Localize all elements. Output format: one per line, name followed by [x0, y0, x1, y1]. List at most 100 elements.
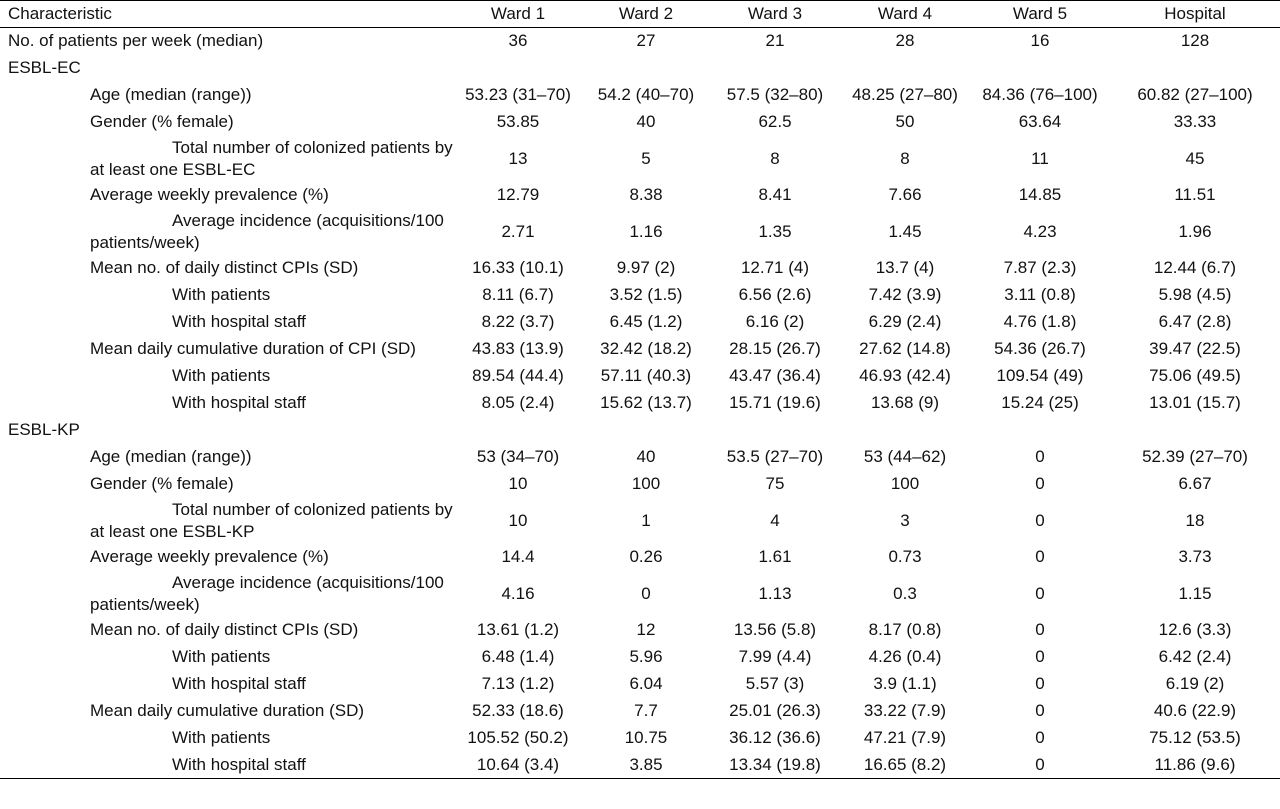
cell-ward-3: 6.56 (2.6) [738, 285, 812, 304]
cell-ward-5: 0 [1035, 620, 1045, 639]
cell-hospital: 40.6 (22.9) [1153, 701, 1237, 720]
cell-ward-2: 54.2 (40–70) [597, 85, 695, 104]
cell-ward-5: 0 [1035, 674, 1045, 693]
row-label: Total number of colonized patients by at… [90, 137, 453, 179]
table-row: Gender (% female) 53.85 40 62.5 50 63.64 33.33 [0, 109, 1280, 136]
cell-ward-4: 4.26 (0.4) [868, 647, 942, 666]
table-row: No. of patients per week (median) 36 27 21 2… [0, 28, 1280, 55]
cell-ward-4: 48.25 (27–80) [852, 85, 958, 104]
cell-ward-4: 8.17 (0.8) [868, 620, 942, 639]
table-row: With patients 89.54 (44.4) 57.11 (40.3) 43.… [0, 363, 1280, 390]
cell-ward-2: 40 [636, 112, 656, 131]
cell-ward-4: 53 (44–62) [863, 447, 947, 466]
cell-hospital: 128 [1180, 31, 1210, 51]
row-label: ESBL-EC [8, 58, 81, 77]
cell-hospital: 11.51 [1174, 185, 1216, 204]
cell-ward-1: 14.4 [501, 547, 535, 566]
cell-ward-5: 63.64 [1018, 112, 1062, 131]
cell-ward-2: 100 [631, 474, 661, 493]
cell-ward-5: 54.36 (26.7) [994, 339, 1086, 358]
cell-ward-4: 0.73 [888, 547, 922, 566]
cell-ward-1 [454, 417, 582, 444]
cell-ward-3: 15.71 (19.6) [729, 393, 821, 412]
cell-ward-4: 33.22 (7.9) [863, 701, 947, 720]
row-label: Average incidence (acquisitions/100 pati… [90, 210, 444, 252]
cell-ward-1: 8.22 (3.7) [481, 312, 555, 331]
cell-ward-3: 8 [770, 148, 780, 168]
table-row: Mean daily cumulative duration of CPI (S… [0, 336, 1280, 363]
cell-ward-3: 6.16 (2) [745, 312, 805, 331]
cell-hospital: 11.86 (9.6) [1110, 751, 1280, 779]
cell-ward-2: 3.85 [582, 751, 710, 779]
table-row: Age (median (range)) 53.23 (31–70) 54.2 (4… [0, 82, 1280, 109]
cell-ward-3 [710, 417, 840, 444]
cell-ward-5: 14.85 [1018, 185, 1062, 204]
cell-ward-5: 4.23 [1023, 221, 1057, 241]
cell-ward-1: 52.33 (18.6) [472, 701, 564, 720]
cell-ward-4: 13.68 (9) [870, 393, 940, 412]
cell-ward-1: 8.05 (2.4) [481, 393, 555, 412]
cell-hospital: 60.82 (27–100) [1137, 85, 1253, 104]
table-row: Mean daily cumulative duration (SD) 52.33… [0, 698, 1280, 725]
cell-hospital: 18 [1185, 510, 1205, 530]
cell-ward-5: 4.76 (1.8) [1003, 312, 1077, 331]
cell-ward-5: 0 [1035, 474, 1045, 493]
cell-ward-4 [840, 417, 970, 444]
row-label: ESBL-KP [8, 420, 80, 439]
row-label: Average incidence (acquisitions/100 pati… [90, 572, 444, 614]
row-label: With patients [172, 728, 271, 747]
cell-ward-2: 5 [641, 148, 651, 168]
cell-hospital: 6.67 [1178, 474, 1212, 493]
cell-ward-3: 75 [765, 474, 785, 493]
row-label: With patients [172, 366, 271, 385]
row-label: With patients [172, 285, 271, 304]
cell-ward-2: 57.11 (40.3) [600, 366, 692, 385]
cell-ward-2 [582, 55, 710, 82]
row-label: With patients [172, 647, 271, 666]
cell-ward-1: 13.61 (1.2) [476, 620, 560, 639]
cell-ward-4: 8 [900, 148, 910, 168]
cell-ward-5 [970, 55, 1110, 82]
cell-ward-1: 12.79 [496, 185, 540, 204]
row-label: With hospital staff [0, 751, 454, 779]
cell-hospital: 6.47 (2.8) [1158, 312, 1232, 331]
table-row: Total number of colonized patients by at… [0, 136, 1280, 182]
cell-ward-1: 105.52 (50.2) [467, 728, 569, 747]
row-label: Average weekly prevalence (%) [90, 185, 329, 204]
cell-ward-2: 6.04 [629, 674, 663, 693]
row-label: Gender (% female) [90, 474, 234, 493]
cell-ward-2: 10.75 [624, 728, 668, 747]
cell-ward-4: 46.93 (42.4) [859, 366, 951, 385]
header-ward-4: Ward 4 [840, 0, 970, 28]
cell-ward-1: 43.83 (13.9) [472, 339, 564, 358]
cell-hospital [1110, 417, 1280, 444]
cell-ward-3: 5.57 (3) [745, 674, 805, 693]
cell-ward-2: 3.52 (1.5) [609, 285, 683, 304]
cell-hospital: 75.12 (53.5) [1149, 728, 1241, 747]
table-header: Characteristic Ward 1 Ward 2 Ward 3 Ward… [0, 0, 1280, 28]
header-row: Characteristic Ward 1 Ward 2 Ward 3 Ward… [0, 0, 1280, 28]
cell-ward-4: 1.45 [888, 221, 922, 241]
table-row: With hospital staff 7.13 (1.2) 6.04 5.57 (3… [0, 671, 1280, 698]
cell-ward-1: 8.11 (6.7) [482, 285, 554, 304]
cell-hospital: 12.6 (3.3) [1158, 620, 1232, 639]
cell-ward-4: 0.3 [893, 583, 917, 603]
cell-ward-1: 89.54 (44.4) [472, 366, 564, 385]
cell-ward-1: 53.85 [496, 112, 540, 131]
cell-ward-3 [710, 55, 840, 82]
cell-ward-1: 36 [508, 31, 528, 51]
cell-ward-2: 12 [636, 620, 656, 639]
table-row: With patients 105.52 (50.2) 10.75 36.12 (36… [0, 725, 1280, 752]
row-label: No. of patients per week (median) [8, 31, 264, 51]
cell-ward-2: 0 [641, 583, 651, 603]
table-row: Age (median (range)) 53 (34–70) 40 53.5 (27… [0, 444, 1280, 471]
cell-ward-2: 9.97 (2) [616, 258, 676, 277]
cell-ward-4: 47.21 (7.9) [863, 728, 947, 747]
cell-ward-3: 13.34 (19.8) [710, 751, 840, 779]
cell-ward-5: 109.54 (49) [996, 366, 1084, 385]
cell-ward-4: 16.65 (8.2) [840, 751, 970, 779]
table-row: ESBL-EC [0, 55, 1280, 82]
cell-ward-3: 36.12 (36.6) [729, 728, 821, 747]
cell-ward-2: 7.7 [634, 701, 658, 720]
cell-ward-5: 0 [1035, 583, 1045, 603]
